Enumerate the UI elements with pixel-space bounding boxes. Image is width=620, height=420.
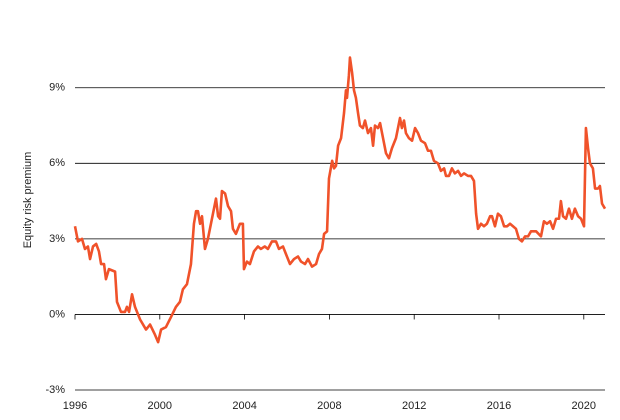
y-tick-label: 3% xyxy=(49,233,65,245)
data-line xyxy=(73,56,607,344)
y-axis-label: Equity risk premium xyxy=(22,152,34,249)
y-tick-label: 0% xyxy=(49,308,65,320)
x-tick-label: 2000 xyxy=(148,400,172,412)
x-tick-label: 1996 xyxy=(63,400,87,412)
x-tick-label: 2020 xyxy=(572,400,596,412)
y-tick-label: 6% xyxy=(49,157,65,169)
y-tick-label: 9% xyxy=(49,82,65,94)
y-tick-label: -3% xyxy=(45,384,65,396)
x-tick-label: 2008 xyxy=(317,400,341,412)
x-tick-label: 2012 xyxy=(402,400,426,412)
x-tick-label: 2004 xyxy=(232,400,256,412)
x-tick-label: 2016 xyxy=(487,400,511,412)
